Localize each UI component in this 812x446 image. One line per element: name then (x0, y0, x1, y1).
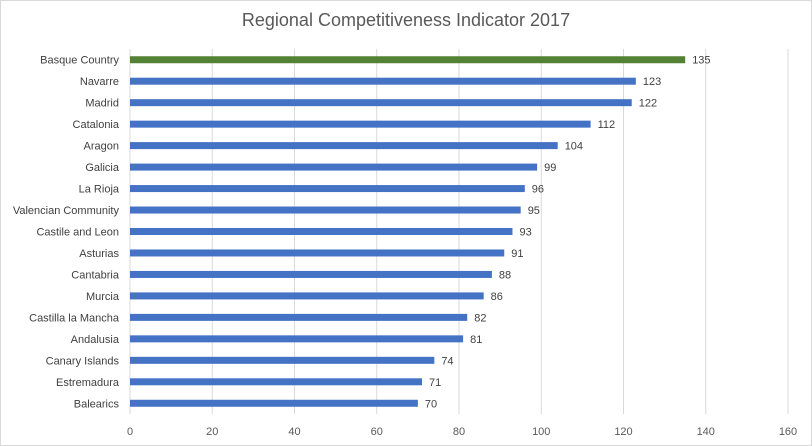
bar (130, 313, 468, 321)
bar (130, 185, 525, 193)
data-label: 88 (499, 269, 511, 281)
data-label: 95 (528, 205, 540, 217)
bar (130, 399, 418, 407)
bar (130, 206, 521, 214)
category-label: Galicia (85, 162, 120, 174)
data-label: 71 (429, 377, 441, 389)
x-tick-label: 100 (532, 426, 550, 438)
bar (130, 270, 492, 278)
data-label: 91 (511, 248, 523, 260)
x-tick-label: 80 (453, 426, 465, 438)
data-label: 96 (532, 184, 544, 196)
bar (130, 249, 505, 257)
category-label: Catalonia (73, 119, 120, 131)
bar (130, 378, 422, 386)
category-label: Andalusia (71, 334, 120, 346)
category-label: La Rioja (79, 184, 120, 196)
category-label: Valencian Community (13, 205, 120, 217)
x-tick-label: 60 (371, 426, 383, 438)
bar (130, 356, 435, 364)
data-label: 93 (519, 227, 531, 239)
data-label: 74 (441, 355, 453, 367)
bar (130, 292, 484, 300)
bar (130, 142, 558, 150)
data-label: 86 (491, 291, 503, 303)
category-label: Aragon (84, 141, 119, 153)
category-label: Castile and Leon (36, 227, 119, 239)
x-tick-label: 40 (288, 426, 300, 438)
category-label: Murcia (86, 291, 120, 303)
chart-title: Regional Competitiveness Indicator 2017 (241, 10, 571, 30)
category-label: Estremadura (56, 377, 120, 389)
category-label: Asturias (79, 248, 119, 260)
category-label: Castilla la Mancha (29, 312, 120, 324)
bar (130, 120, 591, 128)
x-tick-label: 140 (697, 426, 715, 438)
bar (130, 56, 686, 64)
data-label: 104 (565, 141, 583, 153)
x-tick-label: 120 (614, 426, 632, 438)
data-label: 70 (425, 398, 437, 410)
data-label: 82 (474, 312, 486, 324)
category-label: Madrid (85, 98, 119, 110)
category-label: Navarre (80, 76, 119, 88)
data-label: 99 (544, 162, 556, 174)
data-label: 81 (470, 334, 482, 346)
category-label: Canary Islands (46, 355, 120, 367)
category-label: Balearics (74, 398, 120, 410)
category-label: Basque Country (40, 55, 119, 67)
bar (130, 335, 464, 343)
data-label: 112 (598, 119, 616, 131)
x-tick-label: 160 (779, 426, 797, 438)
x-tick-label: 0 (127, 426, 133, 438)
bar (130, 228, 513, 235)
data-label: 123 (643, 76, 661, 88)
data-label: 135 (692, 55, 710, 67)
x-tick-label: 20 (206, 426, 218, 438)
data-label: 122 (639, 98, 657, 110)
category-label: Cantabria (71, 269, 120, 281)
bar (130, 77, 636, 85)
bar (130, 99, 632, 107)
bar (130, 163, 538, 171)
